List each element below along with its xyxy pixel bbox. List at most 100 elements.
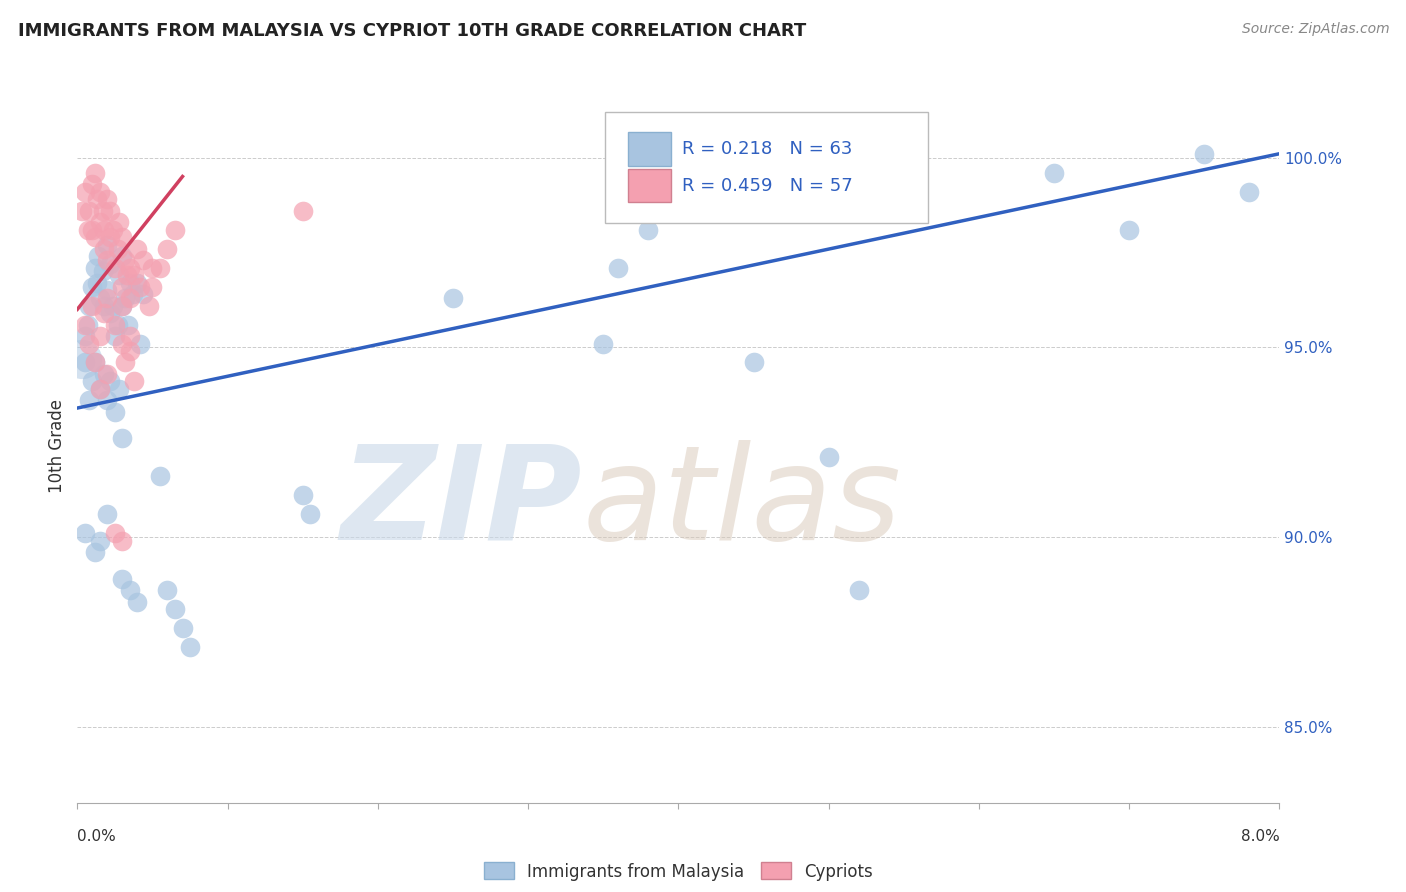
Point: [93, 242, 115, 256]
Point: [104, 318, 127, 332]
Text: R = 0.459   N = 57: R = 0.459 N = 57: [682, 177, 852, 194]
Point: [89, 382, 111, 396]
Point: [132, 252, 155, 267]
Point: [111, 299, 134, 313]
Point: [108, 215, 131, 229]
Point: [89, 185, 111, 199]
Point: [82, 279, 104, 293]
Point: [104, 405, 127, 419]
Point: [117, 318, 139, 332]
Point: [82, 177, 104, 191]
Point: [104, 526, 127, 541]
Point: [100, 375, 122, 389]
Point: [1118, 222, 1140, 236]
Point: [89, 382, 111, 396]
Point: [129, 279, 152, 293]
Point: [114, 355, 136, 369]
Point: [73, 185, 96, 199]
Text: R = 0.218   N = 63: R = 0.218 N = 63: [682, 140, 852, 158]
Point: [637, 222, 659, 236]
Point: [89, 291, 111, 305]
Text: 8.0%: 8.0%: [1240, 830, 1279, 845]
Point: [104, 329, 127, 343]
Point: [111, 572, 134, 586]
Point: [127, 276, 149, 290]
Point: [115, 268, 138, 283]
Point: [100, 257, 122, 271]
Point: [149, 260, 172, 275]
Point: [100, 306, 122, 320]
Point: [291, 203, 314, 218]
Point: [107, 318, 129, 332]
Point: [93, 306, 115, 320]
Point: [141, 260, 163, 275]
Point: [299, 508, 322, 522]
Point: [93, 299, 115, 313]
Point: [592, 336, 614, 351]
Point: [108, 382, 131, 396]
Point: [84, 166, 107, 180]
Point: [96, 192, 118, 206]
Point: [82, 222, 104, 236]
Point: [817, 450, 839, 465]
Point: [100, 230, 122, 244]
Point: [96, 284, 118, 298]
Point: [91, 203, 114, 218]
Point: [114, 252, 136, 267]
Point: [111, 230, 134, 244]
Point: [124, 268, 146, 283]
Point: [86, 192, 108, 206]
Point: [103, 222, 125, 236]
Point: [84, 355, 107, 369]
Point: [111, 431, 134, 445]
Point: [84, 545, 107, 559]
Point: [89, 215, 111, 229]
Point: [108, 268, 131, 283]
Point: [79, 336, 101, 351]
Point: [87, 249, 110, 263]
Point: [76, 318, 98, 332]
Point: [111, 249, 134, 263]
Point: [163, 602, 186, 616]
Point: [73, 355, 96, 369]
Point: [100, 203, 122, 218]
Point: [118, 291, 141, 305]
Text: IMMIGRANTS FROM MALAYSIA VS CYPRIOT 10TH GRADE CORRELATION CHART: IMMIGRANTS FROM MALAYSIA VS CYPRIOT 10TH…: [18, 22, 807, 40]
Point: [118, 276, 141, 290]
Point: [104, 260, 127, 275]
Point: [93, 367, 115, 381]
Point: [179, 640, 201, 655]
Point: [127, 242, 149, 256]
Point: [103, 299, 125, 313]
Text: ZIP: ZIP: [340, 440, 582, 566]
Text: 0.0%: 0.0%: [77, 830, 117, 845]
Point: [96, 393, 118, 408]
Point: [122, 287, 145, 301]
Point: [118, 344, 141, 359]
Point: [172, 621, 194, 635]
Point: [156, 583, 179, 598]
Point: [129, 336, 152, 351]
Point: [96, 237, 118, 252]
Point: [163, 222, 186, 236]
Point: [86, 276, 108, 290]
Point: [79, 203, 101, 218]
Point: [111, 336, 134, 351]
Point: [132, 287, 155, 301]
Point: [441, 291, 464, 305]
Point: [82, 299, 104, 313]
Point: [73, 318, 96, 332]
Point: [89, 329, 111, 343]
Point: [70, 351, 93, 366]
Point: [76, 222, 98, 236]
Point: [118, 260, 141, 275]
Point: [96, 508, 118, 522]
Point: [73, 329, 96, 343]
Point: [93, 222, 115, 236]
Point: [149, 469, 172, 483]
Point: [111, 533, 134, 548]
Point: [607, 260, 630, 275]
Y-axis label: 10th Grade: 10th Grade: [48, 399, 66, 493]
Point: [1239, 185, 1261, 199]
Point: [96, 367, 118, 381]
